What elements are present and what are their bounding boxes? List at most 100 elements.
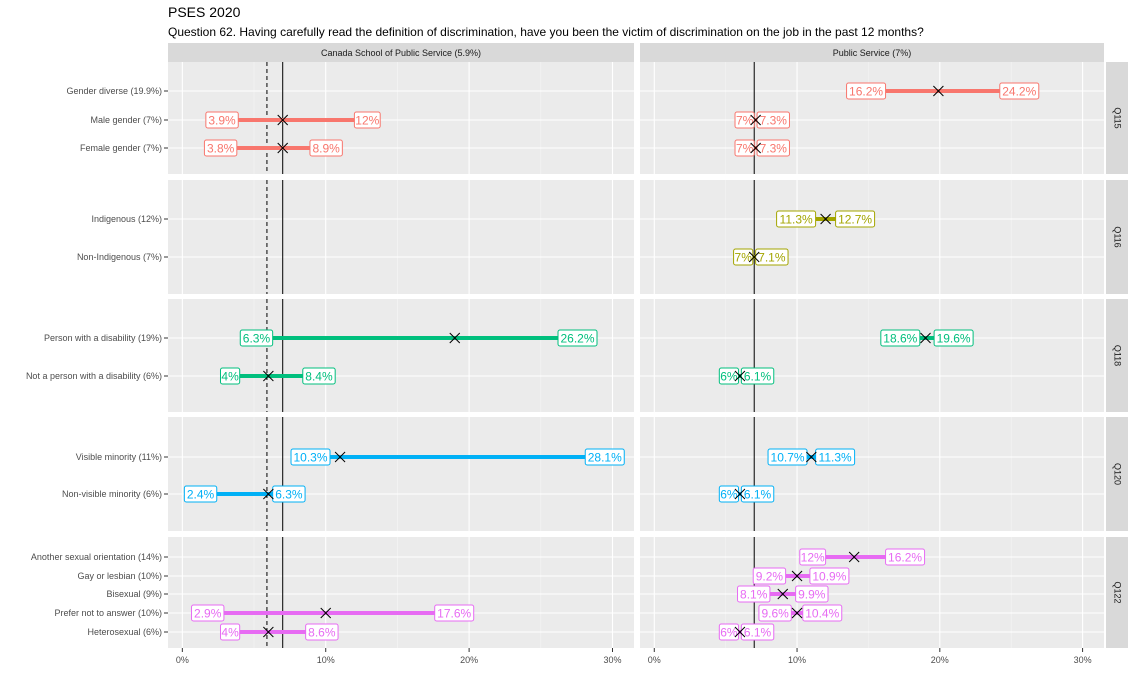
low-value-label-box [183,485,218,503]
high-value-label: 7.3% [760,142,788,156]
low-value-label-box [733,248,754,266]
high-value-label-box [302,367,336,385]
point-marker [791,570,803,582]
group-strip [1106,417,1128,531]
low-value-label-box [718,485,740,503]
high-value-label: 19.6% [937,332,971,346]
group-strip [1106,299,1128,412]
high-value-label: 8.6% [308,626,336,640]
high-value-label-box [755,248,789,266]
high-value-label-box [353,111,381,129]
low-value-label: 6.3% [243,332,271,346]
point-marker [805,451,817,463]
y-tick-label: Prefer not to answer (10%) [54,608,162,618]
low-value-label-box [737,585,771,603]
low-value-label: 10.3% [294,451,328,465]
low-value-label: 7% [736,142,754,156]
low-value-label: 16.2% [849,85,883,99]
point-marker [933,85,944,97]
high-value-label-box [309,139,343,157]
low-value-label: 12% [801,551,825,565]
point-marker [263,626,274,638]
high-value-label: 10.4% [805,607,839,621]
panel-background [640,180,1104,294]
panel-background [168,537,634,648]
x-tick-label: 20% [931,655,949,665]
low-value-label: 11.3% [780,213,813,227]
low-value-label-box [758,604,792,622]
low-value-label-box [799,548,827,566]
high-value-label-box [756,139,790,157]
high-value-label-box [272,485,306,503]
low-value-label-box [734,111,755,129]
low-value-label-box [752,567,787,585]
high-value-label: 8.9% [312,142,340,156]
high-value-label: 16.2% [888,551,922,565]
x-tick-label: 10% [317,655,335,665]
high-value-label: 6.1% [744,488,772,502]
x-tick-label: 0% [176,655,189,665]
point-marker [820,213,831,225]
low-value-label: 2.9% [194,607,222,621]
high-value-label: 24.2% [1002,85,1036,99]
y-tick-label: Heterosexual (6%) [87,627,162,637]
y-tick-label: Gender diverse (19.9%) [66,86,162,96]
high-value-label: 28.1% [588,451,622,465]
y-tick-label: Another sexual orientation (14%) [31,552,162,562]
low-value-label: 7% [735,251,753,265]
high-value-label-box [434,604,475,622]
point-marker [320,607,332,619]
high-value-label: 6.1% [744,626,772,640]
high-value-label: 9.9% [798,588,826,602]
point-marker [848,551,860,563]
low-value-label: 6% [720,488,738,502]
low-value-label: 8.1% [740,588,768,602]
high-value-label-box [802,604,843,622]
x-tick-label: 30% [1074,655,1092,665]
high-value-label-box [557,329,598,347]
panel-background [640,62,1104,174]
low-value-label-box [718,623,740,641]
point-marker [734,626,746,638]
low-value-label: 10.7% [771,451,805,465]
high-value-label: 10.9% [812,570,846,584]
low-value-label: 18.6% [883,332,917,346]
panel-strip [640,43,1104,62]
point-marker [920,332,931,344]
group-strip-label: Q118 [1113,345,1123,366]
high-value-label: 26.2% [560,332,594,346]
point-marker [748,251,760,263]
group-strip-label: Q116 [1113,226,1123,247]
y-tick-label: Person with a disability (19%) [44,333,162,343]
low-value-label: 3.8% [207,142,235,156]
low-value-label-box [734,139,755,157]
y-tick-label: Bisexual (9%) [106,589,162,599]
group-strip-label: Q115 [1113,107,1123,128]
group-strip [1106,537,1128,648]
point-marker [263,488,274,500]
y-tick-label: Gay or lesbian (10%) [77,571,162,581]
point-marker [734,488,746,500]
y-tick-label: Indigenous (12%) [91,214,162,224]
y-tick-label: Non-Indigenous (7%) [77,252,162,262]
low-value-label-box [191,604,225,622]
low-value-label: 2.4% [187,488,215,502]
low-value-label: 4% [221,626,239,640]
low-value-label-box [203,139,238,157]
high-value-label-box [584,448,625,466]
low-value-label-box [846,82,887,100]
panel-strip [168,43,634,62]
point-marker [750,114,761,126]
high-value-label: 11.3% [819,451,852,465]
y-tick-label: Female gender (7%) [80,143,162,153]
high-value-label: 12.7% [838,213,872,227]
low-value-label: 9.6% [761,607,789,621]
low-value-label: 9.2% [756,570,784,584]
high-value-label-box [933,329,974,347]
low-value-label-box [219,623,241,641]
high-value-label-box [999,82,1040,100]
high-value-label-box [835,210,876,228]
point-marker [750,142,761,154]
point-marker [734,370,746,382]
